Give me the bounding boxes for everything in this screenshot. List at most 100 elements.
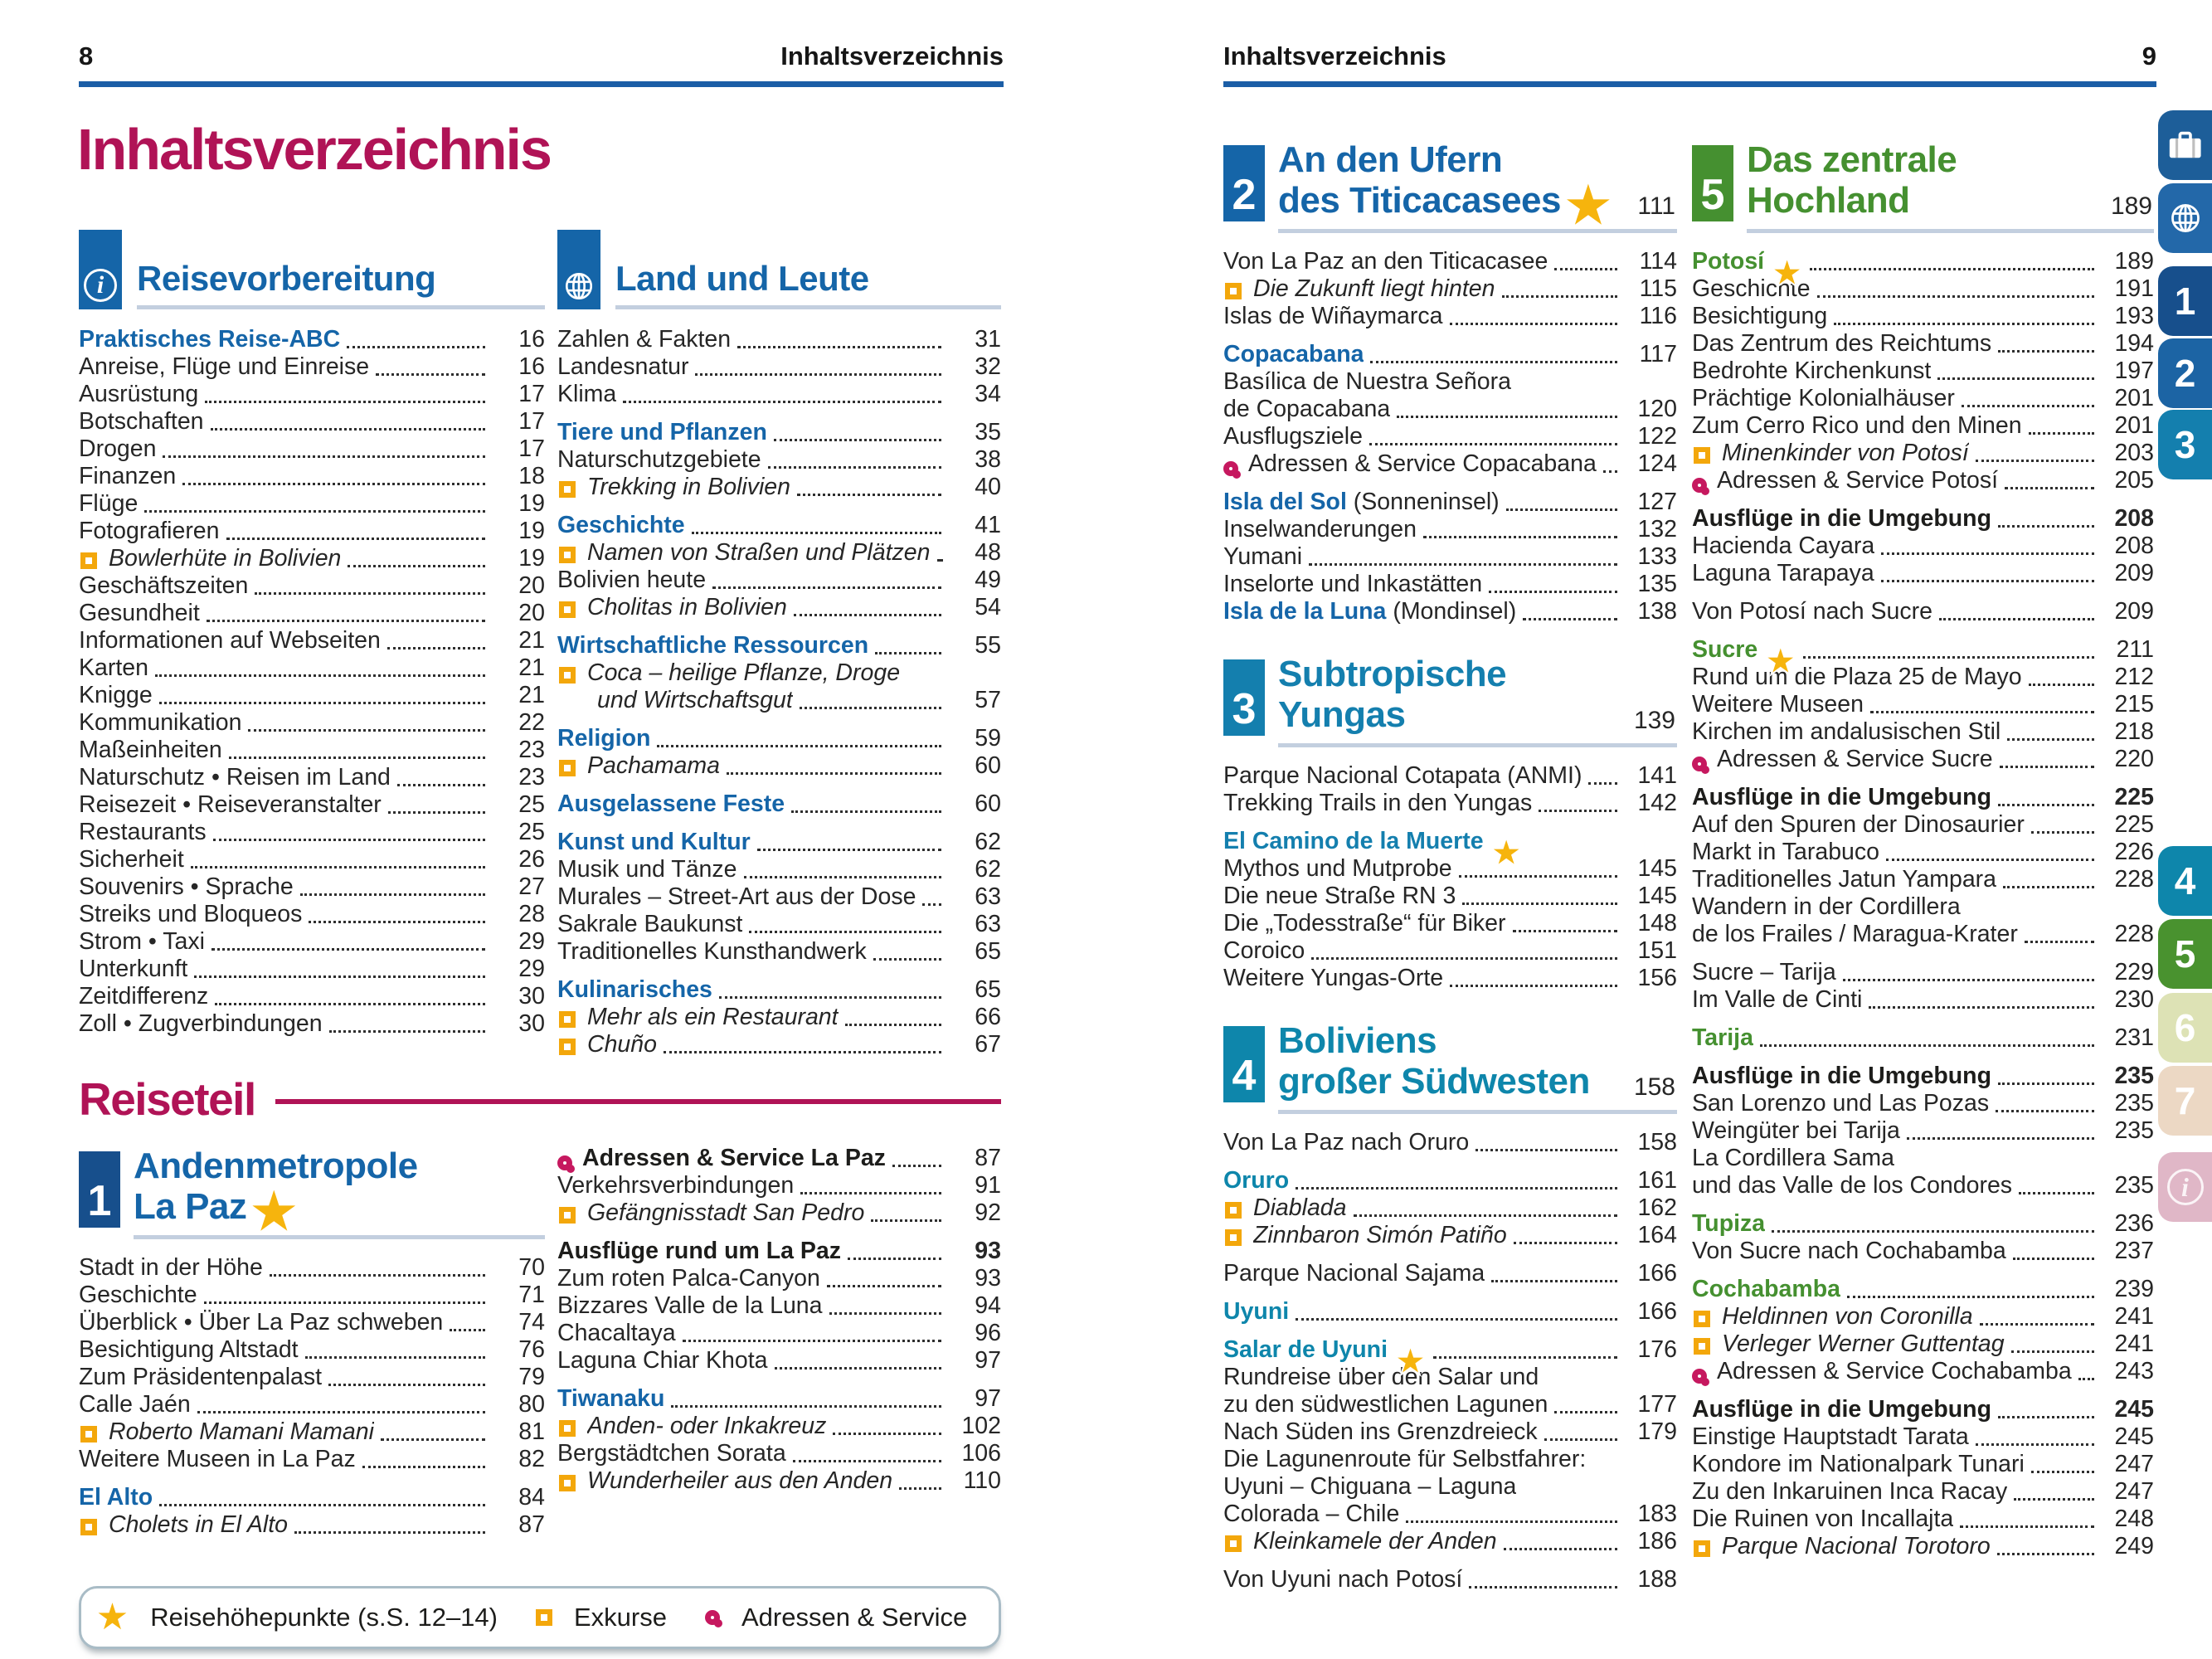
toc-entry-group: Von La Paz nach Oruro 158 Oruro 161 Diablada… — [1223, 1129, 1677, 1593]
dotted-leader — [1501, 295, 1617, 298]
toc-entry: Praktisches Reise-ABC 16 — [79, 326, 545, 353]
toc-entry: Weitere Museen 215 — [1692, 691, 2154, 718]
toc-entry: Zinnbaron Simón Patiño 164 — [1223, 1222, 1677, 1249]
toc-entry-label: und das Valle de los Condores — [1692, 1172, 2013, 1199]
toc-entry-label: Ausflüge in die Umgebung — [1692, 784, 1991, 810]
entry-page-number: 177 — [1637, 1391, 1677, 1418]
dotted-leader — [1489, 591, 1617, 593]
dotted-leader — [663, 1051, 941, 1053]
dotted-leader — [380, 1438, 485, 1441]
entry-page-number: 21 — [518, 682, 545, 708]
entry-page-number: 156 — [1637, 965, 1677, 991]
entry-page-number: 166 — [1637, 1260, 1677, 1287]
entry-page-number: 142 — [1637, 790, 1677, 816]
dotted-leader — [871, 1219, 941, 1222]
entry-page-number: 110 — [963, 1467, 1001, 1494]
service-icon — [557, 1155, 575, 1173]
toc-entry: Souvenirs • Sprache 27 — [79, 873, 545, 901]
toc-entry: Heldinnen von Coronilla 241 — [1692, 1303, 2154, 1331]
toc-entry-label: Bizzares Valle de la Luna — [557, 1292, 823, 1319]
chapter-title-line: Subtropische — [1278, 654, 1507, 694]
globe-icon — [2171, 204, 2200, 232]
toc-entry: Restaurants 25 — [79, 819, 545, 846]
toc-entry-label: Colorada – Chile — [1223, 1501, 1400, 1527]
entry-page-number: 127 — [1637, 489, 1677, 515]
toc-entry-label: Flüge — [79, 490, 139, 517]
toc-entry-label: Auf den Spuren der Dinosaurier — [1692, 811, 2025, 838]
thumb-tab-chapter-6: 6 — [2158, 993, 2212, 1063]
toc-entry: Sucre – Tarija 229 — [1692, 959, 2154, 986]
toc-entry-label: Landesnatur — [557, 353, 689, 380]
toc-entry-label: Zum Präsidentenpalast — [79, 1364, 323, 1390]
toc-entry-label: Anden- oder Inkakreuz — [587, 1413, 827, 1439]
toc-entry-label: Im Valle de Cinti — [1692, 986, 1863, 1013]
entry-page-number: 237 — [2114, 1238, 2154, 1264]
toc-entry: Kleinkamele der Anden 186 — [1223, 1528, 1677, 1555]
toc-entry: Informationen auf Webseiten 21 — [79, 627, 545, 654]
thumb-tab-label: 3 — [2174, 423, 2196, 466]
entry-page-number: 29 — [518, 928, 545, 955]
toc-entry: Laguna Chiar Khota 97 — [557, 1347, 1001, 1374]
toc-entry-label: Musik und Tänze — [557, 856, 737, 883]
entry-page-number: 201 — [2114, 385, 2154, 411]
dotted-leader — [328, 1030, 485, 1033]
toc-entry-label: Rundreise über den Salar und — [1223, 1364, 1539, 1390]
dotted-leader — [2012, 1258, 2094, 1260]
dotted-leader — [727, 772, 941, 775]
toc-entry-label: Wirtschaftliche Ressourcen — [557, 632, 869, 659]
toc-entry: Rundreise über den Salar und — [1223, 1364, 1677, 1391]
toc-entry-label: Copacabana — [1223, 341, 1364, 367]
toc-entry-label: Zoll • Zugverbindungen — [79, 1010, 323, 1037]
dotted-leader — [182, 483, 485, 485]
dotted-leader — [767, 466, 941, 469]
exkurs-icon — [80, 1426, 97, 1443]
dotted-leader — [1512, 930, 1617, 932]
entry-page-number: 16 — [518, 353, 545, 380]
chapter-title-line: An den Ufern — [1278, 139, 1503, 180]
toc-entry: Adressen & Service Potosí 205 — [1692, 467, 2154, 495]
entry-page-number: 179 — [1637, 1418, 1677, 1445]
dotted-leader — [1505, 508, 1617, 511]
entry-page-number: 225 — [2114, 811, 2154, 838]
thumb-tab-label: 5 — [2174, 932, 2196, 975]
page-header-title-left: Inhaltsverzeichnis — [780, 41, 1004, 71]
dotted-leader — [1772, 1230, 2094, 1233]
toc-entry: Inselwanderungen 132 — [1223, 516, 1677, 543]
toc-entry-group: Potosí ★ 189 Geschichte 191 Besichtigung 193 Da… — [1692, 248, 2154, 1560]
dotted-leader — [203, 1301, 485, 1304]
entry-page-number: 186 — [1637, 1528, 1677, 1554]
toc-entry: Adressen & Service Cochabamba 243 — [1692, 1358, 2154, 1386]
toc-column-a: i Reisevorbereitung Praktisches Reise-ABC 1… — [79, 230, 1001, 1539]
toc-entry: Maßeinheiten 23 — [79, 737, 545, 764]
toc-entry: Hacienda Cayara 208 — [1692, 533, 2154, 560]
toc-entry: Reisezeit • Reiseveranstalter 25 — [79, 791, 545, 819]
exkurs-icon — [1225, 1202, 1242, 1219]
chapter-number-box: 1 — [79, 1151, 120, 1228]
dotted-leader — [1462, 902, 1617, 905]
thumb-tab-chapter-4: 4 — [2158, 846, 2212, 916]
dotted-leader — [1937, 377, 2094, 380]
dotted-leader — [2030, 831, 2094, 834]
toc-entry: Drogen 17 — [79, 435, 545, 463]
toc-entry-label: Strom • Taxi — [79, 928, 205, 955]
dotted-leader — [1458, 875, 1617, 878]
toc-entry-label: Kunst und Kultur — [557, 829, 751, 855]
toc-entry-group: Praktisches Reise-ABC 16 Anreise, Flüge un… — [79, 326, 545, 1038]
toc-entry-label: Zahlen & Fakten — [557, 326, 732, 353]
dotted-leader — [1834, 323, 2094, 325]
toc-entry: Fotografieren 19 — [79, 518, 545, 545]
exkurs-icon — [80, 1519, 97, 1535]
toc-entry: Sicherheit 26 — [79, 846, 545, 873]
chapter-heading: 4 Boliviens großer Südwesten 158 — [1223, 1020, 1677, 1114]
dotted-leader — [1475, 1149, 1617, 1151]
entry-page-number: 226 — [2114, 839, 2154, 865]
toc-entry: Ausflüge rund um La Paz 93 — [557, 1238, 1001, 1265]
thumb-tab-chapter-5: 5 — [2158, 919, 2212, 989]
toc-entry-label: Coca – heilige Pflanze, Droge — [587, 659, 901, 686]
toc-entry-label: Von Uyuni nach Potosí — [1223, 1566, 1463, 1593]
dotted-leader — [269, 1274, 485, 1277]
service-icon — [704, 1610, 722, 1627]
toc-entry-label: Markt in Tarabuco — [1692, 839, 1879, 865]
entry-page-number: 115 — [1639, 275, 1677, 302]
